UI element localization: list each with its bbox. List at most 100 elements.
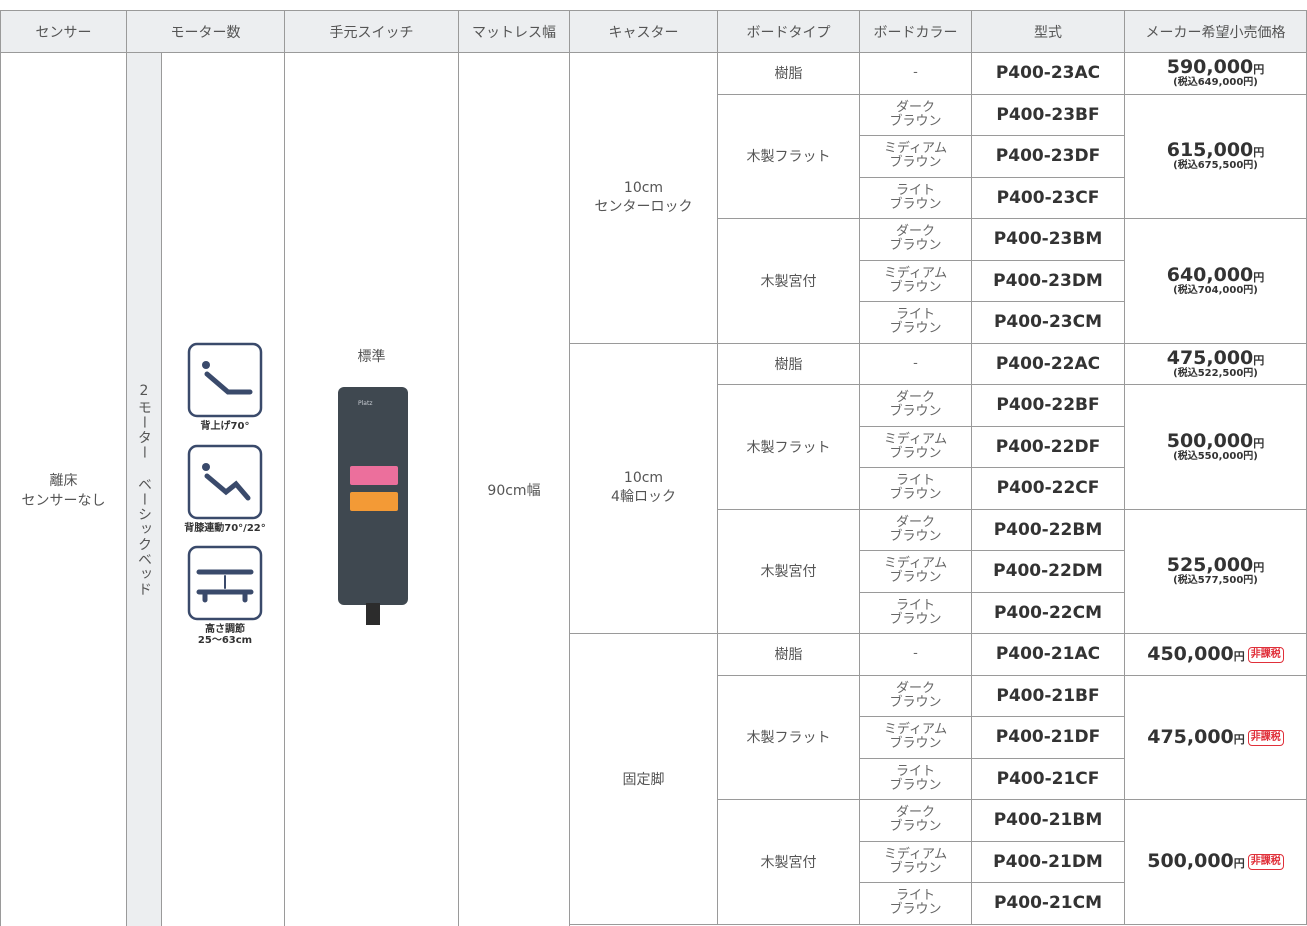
price-value: 590,000 bbox=[1166, 56, 1254, 79]
header-cell: マットレス幅 bbox=[459, 10, 570, 53]
price-unit: 円 bbox=[1253, 561, 1265, 575]
price-line: 615,000円 bbox=[1167, 141, 1265, 160]
board-type: 木製フラット bbox=[746, 730, 831, 747]
price-cell: 615,000円 (税込675,500円) bbox=[1125, 94, 1307, 219]
color-cell: - bbox=[860, 343, 972, 385]
board-type: 樹脂 bbox=[774, 66, 803, 83]
color-line: ライト bbox=[895, 763, 935, 779]
price-unit: 円 bbox=[1253, 353, 1265, 367]
price-cell: 525,000円 (税込577,500円) bbox=[1125, 509, 1307, 634]
color-line: ミディアム bbox=[883, 846, 948, 862]
tax-exempt-badge: 非課税 bbox=[1247, 854, 1284, 871]
price-line: 640,000円 bbox=[1166, 263, 1265, 286]
model-cell: P400-23DM bbox=[972, 260, 1125, 302]
price-unit: 円 bbox=[1233, 857, 1245, 871]
model-cell: P400-21DM bbox=[972, 841, 1125, 883]
caster-line: 固定脚 bbox=[622, 771, 665, 788]
mattress-label: 90cm幅 bbox=[487, 482, 541, 499]
header-cell: センサー bbox=[0, 10, 127, 53]
function-label: 背上げ70° bbox=[165, 421, 285, 432]
caster-line: センターロック bbox=[594, 198, 693, 215]
model-cell: P400-23BF bbox=[972, 94, 1125, 136]
sensor-line: 離床 bbox=[49, 472, 78, 489]
price-line: 500,000円 bbox=[1167, 431, 1265, 451]
model-code: P400-22BM bbox=[993, 519, 1103, 540]
header-cell: ボードタイプ bbox=[718, 10, 860, 53]
color-line: ブラウン bbox=[889, 196, 942, 212]
model-code: P400-21BF bbox=[996, 685, 1100, 706]
price-cell: 590,000円 (税込649,000円) bbox=[1125, 53, 1307, 95]
color-line: ブラウン bbox=[889, 694, 942, 710]
model-code: P400-22AC bbox=[995, 353, 1101, 374]
color-cell: - bbox=[860, 634, 972, 676]
price-line: 525,000円 bbox=[1167, 556, 1265, 575]
header-cell: 手元スイッチ bbox=[285, 10, 459, 53]
price-value: 615,000 bbox=[1166, 139, 1254, 162]
price-cell: 475,000円 (税込522,500円) bbox=[1125, 343, 1307, 385]
function-sub: 25〜63cm bbox=[197, 635, 253, 646]
color-line: ダーク bbox=[895, 680, 935, 696]
model-code: P400-23DM bbox=[993, 270, 1103, 291]
price-cell: 475,000円 非課税 bbox=[1125, 675, 1307, 800]
board-type: 木製フラット bbox=[746, 149, 831, 166]
header-label: 型式 bbox=[1034, 24, 1062, 41]
sensor-cell: 離床 センサーなし bbox=[0, 53, 127, 926]
color-line: ミディアム bbox=[883, 556, 948, 572]
model-code: P400-21BM bbox=[993, 810, 1103, 831]
header-label: メーカー希望小売価格 bbox=[1145, 24, 1286, 41]
caster-cell: 10cm 4輪ロック bbox=[570, 343, 718, 634]
model-code: P400-23CM bbox=[993, 312, 1103, 333]
model-cell: P400-21AC bbox=[972, 634, 1125, 676]
header-cell: キャスター bbox=[570, 10, 718, 53]
color-line: ミディアム bbox=[883, 722, 948, 738]
color-cell: ダーク ブラウン bbox=[860, 385, 972, 427]
function-label: 高さ調節 25〜63cm bbox=[165, 624, 285, 646]
price-cell: 500,000円 非課税 bbox=[1125, 800, 1307, 925]
model-cell: P400-21CF bbox=[972, 758, 1125, 800]
model-cell: P400-22AC bbox=[972, 343, 1125, 385]
header-label: マットレス幅 bbox=[472, 24, 556, 41]
model-cell: P400-21CM bbox=[972, 883, 1125, 925]
function-cell bbox=[162, 53, 285, 926]
price-value: 475,000 bbox=[1147, 725, 1234, 748]
price-line: 475,000円 bbox=[1166, 346, 1265, 369]
color-cell: ミディアム ブラウン bbox=[860, 717, 972, 759]
price-unit: 円 bbox=[1253, 63, 1265, 77]
model-code: P400-23BM bbox=[993, 229, 1103, 250]
color-cell: ライト ブラウン bbox=[860, 177, 972, 219]
color-line: ブラウン bbox=[889, 279, 942, 295]
motor-cell: 2モーター ベーシックベッド bbox=[127, 53, 162, 926]
price-cell: 450,000円 非課税 bbox=[1125, 634, 1307, 676]
color-line: ダーク bbox=[895, 390, 935, 406]
price-value: 475,000 bbox=[1166, 346, 1254, 369]
model-code: P400-22BF bbox=[996, 395, 1100, 416]
model-code: P400-21AC bbox=[995, 644, 1101, 665]
model-code: P400-21DF bbox=[995, 727, 1101, 748]
board-type-cell: 木製宮付 bbox=[718, 509, 860, 634]
color-line: ブラウン bbox=[889, 777, 942, 793]
price-value: 500,000 bbox=[1147, 850, 1234, 873]
board-type-cell: 木製フラット bbox=[718, 675, 860, 800]
price-cell: 500,000円 (税込550,000円) bbox=[1125, 385, 1307, 510]
model-code: P400-22DM bbox=[993, 561, 1103, 582]
color-line: ミディアム bbox=[883, 141, 948, 157]
color-line: ダーク bbox=[895, 99, 935, 115]
model-code: P400-23BF bbox=[996, 104, 1100, 125]
color-line: ブラウン bbox=[889, 902, 942, 918]
color-cell: ライト ブラウン bbox=[860, 758, 972, 800]
header-label: 手元スイッチ bbox=[329, 24, 414, 41]
color-line: ライト bbox=[895, 307, 935, 323]
board-type: 木製宮付 bbox=[760, 273, 817, 290]
color-line: ミディアム bbox=[883, 431, 948, 447]
price-line: 450,000円 非課税 bbox=[1147, 644, 1284, 664]
price-value: 640,000 bbox=[1166, 263, 1254, 286]
color-line: ブラウン bbox=[889, 611, 942, 627]
model-cell: P400-22BF bbox=[972, 385, 1125, 427]
color-line: ブラウン bbox=[889, 819, 942, 835]
model-code: P400-23AC bbox=[995, 63, 1101, 84]
price-unit: 円 bbox=[1253, 270, 1265, 284]
tax-exempt-badge: 非課税 bbox=[1247, 646, 1284, 663]
color-line: ライト bbox=[895, 888, 935, 904]
price-unit: 円 bbox=[1233, 732, 1245, 746]
color-cell: ミディアム ブラウン bbox=[860, 841, 972, 883]
